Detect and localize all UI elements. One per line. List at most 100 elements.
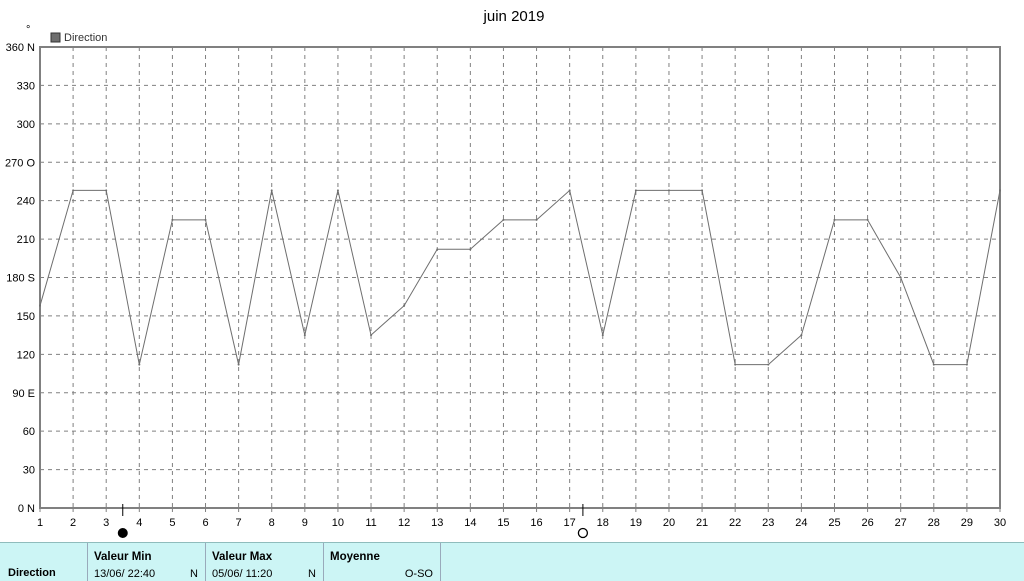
data-point-day-25 — [833, 218, 836, 221]
x-tick-label-26: 26 — [861, 517, 873, 529]
x-tick-label-25: 25 — [828, 517, 840, 529]
x-tick-label-5: 5 — [169, 517, 175, 529]
data-point-day-13 — [436, 248, 439, 251]
data-point-day-28 — [932, 363, 935, 366]
y-tick-label-120: 120 — [17, 349, 35, 361]
footer-min-cell: Valeur Min 13/06/ 22:40 N — [88, 543, 206, 581]
y-tick-label-60: 60 — [23, 426, 35, 438]
x-tick-label-19: 19 — [630, 517, 642, 529]
series — [39, 189, 1001, 366]
data-point-day-14 — [469, 248, 472, 251]
data-point-day-3 — [105, 189, 108, 192]
min-date: 13/06/ 22:40 — [94, 568, 156, 580]
x-tick-label-10: 10 — [332, 517, 344, 529]
x-tick-label-7: 7 — [236, 517, 242, 529]
x-axis: 1 2 3 4 5 6 7 8 9 10 11 12 13 14 15 16 17 18 19 20 21 22 23 24 2… — [37, 508, 1006, 529]
footer-series-cell: Direction — [0, 543, 88, 581]
min-header: Valeur Min — [94, 551, 152, 563]
legend-label: Direction — [64, 32, 107, 44]
y-tick-label-300: 300 — [17, 119, 35, 131]
data-point-day-5 — [171, 218, 174, 221]
y-tick-label-210: 210 — [17, 234, 35, 246]
y-tick-label-0: 0 N — [18, 503, 35, 515]
series-line-direction — [39, 189, 1001, 366]
data-point-day-26 — [866, 218, 869, 221]
moon-phase-markers — [117, 504, 589, 539]
x-tick-label-13: 13 — [431, 517, 443, 529]
chart-title: juin 2019 — [483, 8, 545, 25]
data-point-day-29 — [965, 363, 968, 366]
x-tick-label-16: 16 — [530, 517, 542, 529]
data-point-day-17 — [568, 189, 571, 192]
x-tick-label-17: 17 — [564, 517, 576, 529]
max-header: Valeur Max — [212, 551, 273, 563]
max-date: 05/06/ 11:20 — [212, 568, 273, 580]
x-tick-label-6: 6 — [202, 517, 208, 529]
data-point-day-23 — [767, 363, 770, 366]
data-point-day-4 — [138, 363, 141, 366]
x-tick-label-8: 8 — [269, 517, 275, 529]
max-value: N — [308, 568, 316, 580]
data-point-day-27 — [899, 276, 902, 279]
data-point-day-21 — [701, 189, 704, 192]
data-point-day-1 — [39, 304, 41, 307]
y-axis: 0 N 30 60 90 E 120 150 180 S 210 240 270 O 300 330 3… — [5, 42, 35, 515]
data-point-day-12 — [403, 304, 406, 307]
x-tick-label-30: 30 — [994, 517, 1006, 529]
data-point-day-19 — [634, 189, 637, 192]
footer-series-label: Direction — [8, 567, 56, 579]
y-tick-label-360: 360 N — [6, 42, 35, 54]
legend-swatch — [50, 32, 61, 43]
x-tick-label-21: 21 — [696, 517, 708, 529]
data-point-day-22 — [734, 363, 737, 366]
x-tick-label-28: 28 — [928, 517, 940, 529]
data-point-day-2 — [72, 189, 75, 192]
data-point-day-6 — [204, 218, 207, 221]
full-moon-icon — [577, 527, 589, 539]
y-tick-label-240: 240 — [17, 196, 35, 208]
data-point-day-7 — [237, 363, 240, 366]
y-tick-label-270: 270 O — [5, 157, 35, 169]
data-point-day-20 — [667, 189, 670, 192]
footer-avg-cell: Moyenne O-SO — [324, 543, 441, 581]
grid — [40, 47, 1000, 508]
x-tick-label-27: 27 — [895, 517, 907, 529]
data-point-day-10 — [336, 189, 339, 192]
min-value: N — [190, 568, 198, 580]
data-point-day-8 — [270, 189, 273, 192]
x-tick-label-22: 22 — [729, 517, 741, 529]
x-tick-label-29: 29 — [961, 517, 973, 529]
data-point-day-15 — [502, 218, 505, 221]
x-tick-label-12: 12 — [398, 517, 410, 529]
y-tick-label-180: 180 S — [6, 273, 35, 285]
y-tick-label-150: 150 — [17, 311, 35, 323]
x-tick-label-15: 15 — [497, 517, 509, 529]
avg-value: O-SO — [404, 568, 433, 580]
x-tick-label-11: 11 — [365, 517, 376, 529]
data-point-day-18 — [601, 334, 604, 337]
new-moon-icon — [117, 528, 128, 538]
x-tick-label-23: 23 — [762, 517, 774, 529]
avg-header: Moyenne — [330, 551, 380, 563]
x-tick-label-20: 20 — [663, 517, 675, 529]
data-point-day-30 — [999, 189, 1001, 192]
y-unit-mark: ° — [26, 24, 30, 36]
x-tick-label-9: 9 — [302, 517, 308, 529]
x-tick-label-3: 3 — [103, 517, 109, 529]
data-point-day-24 — [800, 334, 803, 337]
data-point-day-11 — [370, 334, 373, 337]
y-tick-label-330: 330 — [17, 80, 35, 92]
x-tick-label-18: 18 — [597, 517, 609, 529]
x-tick-label-4: 4 — [136, 517, 142, 529]
x-tick-label-2: 2 — [70, 517, 76, 529]
plot-frame — [39, 46, 1001, 509]
y-tick-label-30: 30 — [23, 465, 35, 477]
x-tick-label-14: 14 — [464, 517, 476, 529]
x-tick-label-24: 24 — [795, 517, 807, 529]
stats-footer: Direction Valeur Min 13/06/ 22:40 N Vale… — [0, 542, 1024, 581]
data-point-day-16 — [535, 218, 538, 221]
y-tick-label-90: 90 E — [12, 388, 35, 400]
x-tick-label-1: 1 — [37, 517, 43, 529]
data-point-day-9 — [303, 334, 306, 337]
